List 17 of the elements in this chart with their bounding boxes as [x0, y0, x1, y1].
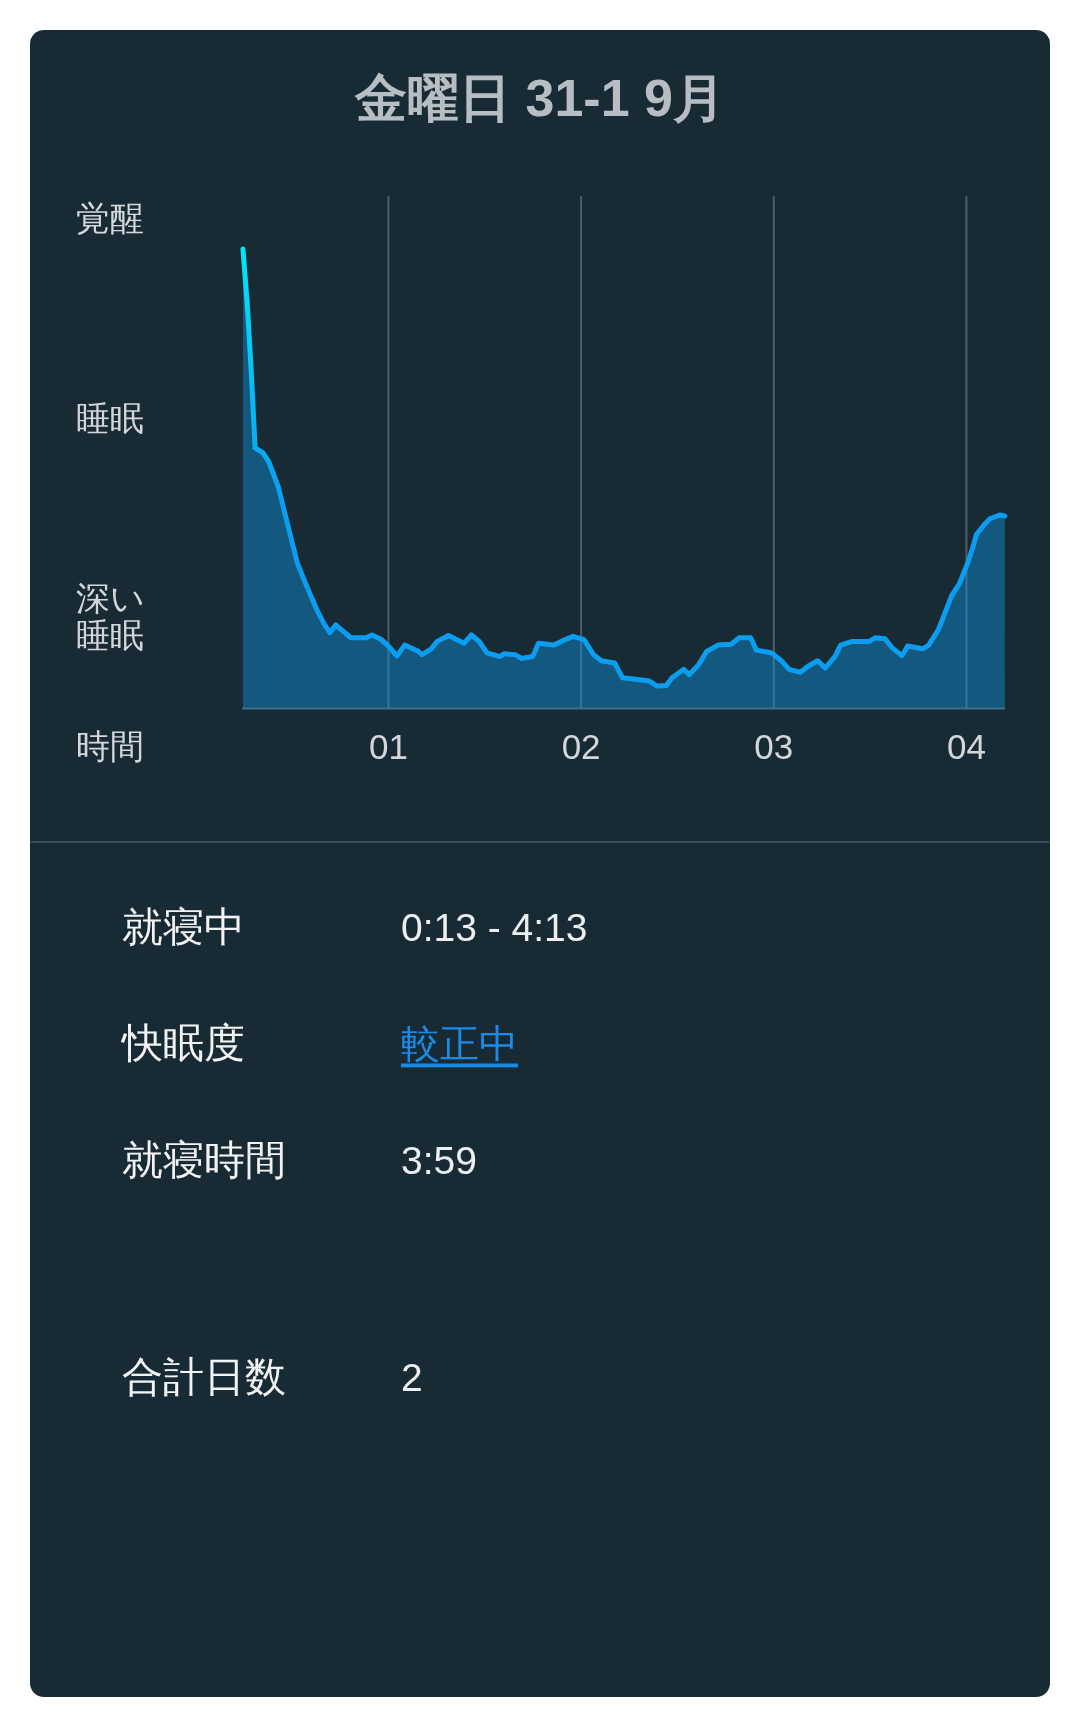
side-note: 覚醒 — [76, 199, 145, 237]
xlabel: 時間 — [76, 727, 144, 765]
card-label: 就寝中 — [122, 904, 245, 950]
card-label: 合計日数 — [122, 1354, 286, 1400]
x-tick: 02 — [561, 726, 601, 766]
x-tick: 03 — [754, 726, 794, 766]
card-link: 較正中 — [401, 1021, 518, 1065]
x-tick: 04 — [947, 726, 986, 766]
card-value: 2 — [401, 1355, 423, 1399]
side-note: 睡眠 — [76, 399, 145, 436]
title: 金曜日 31-1 9月 — [355, 69, 725, 127]
card-label: 快眠度 — [122, 1020, 245, 1066]
side-note: 深い睡眠 — [76, 580, 146, 654]
x-tick: 01 — [368, 726, 408, 766]
card-label: 就寝時間 — [122, 1137, 286, 1183]
card-value: 3:59 — [401, 1138, 477, 1182]
card-value: 0:13 - 4:13 — [401, 905, 588, 949]
